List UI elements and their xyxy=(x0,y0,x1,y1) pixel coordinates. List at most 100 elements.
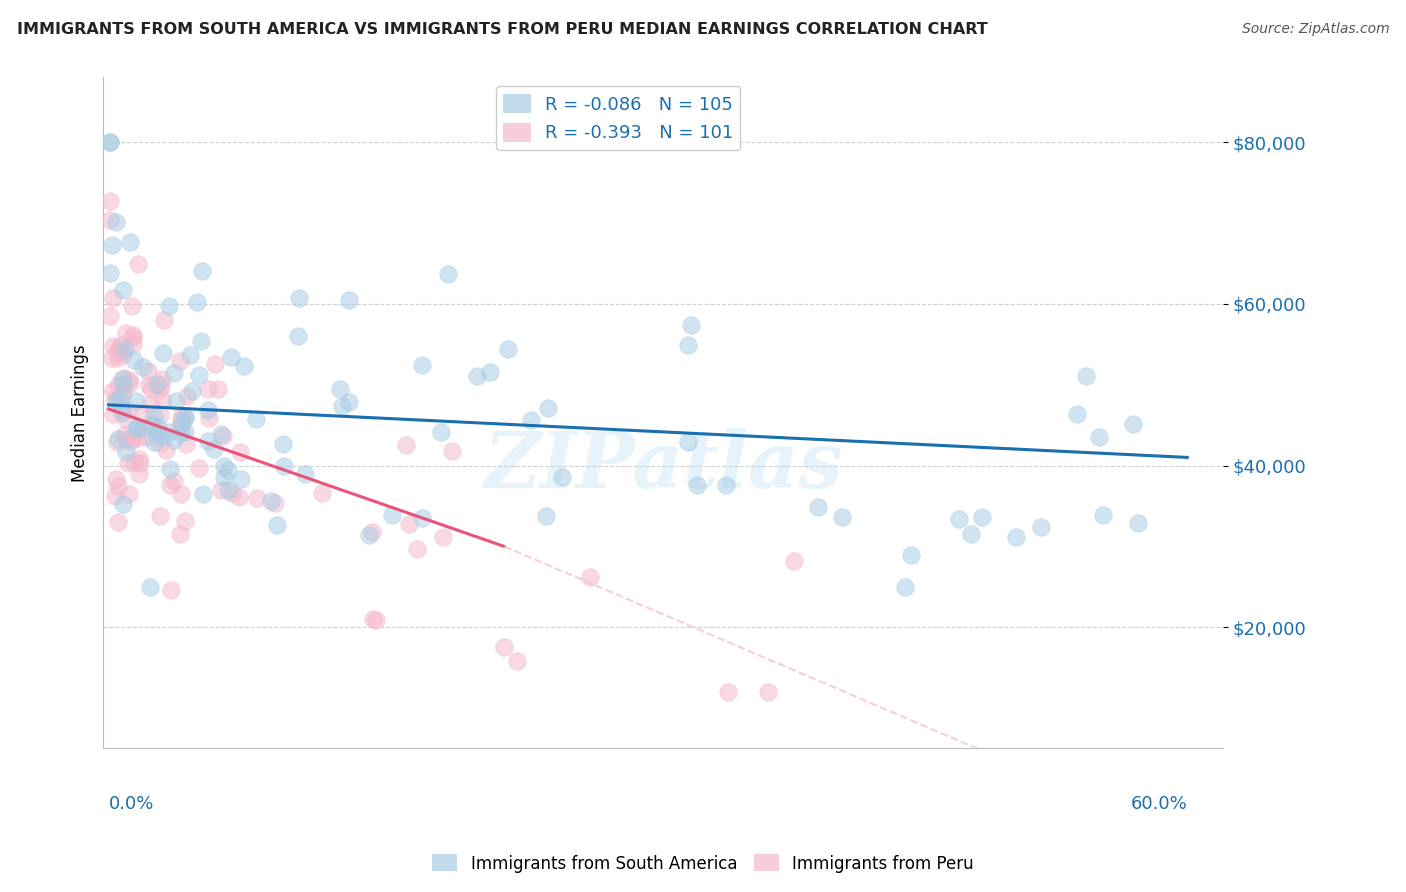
Point xyxy=(148,420,170,434)
Point xyxy=(233,359,256,373)
Point xyxy=(98,135,121,149)
Point xyxy=(678,435,700,450)
Point xyxy=(174,514,197,528)
Point xyxy=(681,318,703,332)
Point xyxy=(217,483,239,497)
Y-axis label: Median Earnings: Median Earnings xyxy=(72,344,89,482)
Point xyxy=(107,342,129,356)
Point xyxy=(245,412,267,426)
Point xyxy=(578,569,600,583)
Point xyxy=(107,432,129,446)
Point xyxy=(121,430,143,444)
Point xyxy=(152,393,174,408)
Point xyxy=(807,500,830,515)
Point xyxy=(117,402,139,417)
Point xyxy=(98,135,121,149)
Text: ZIPatlas: ZIPatlas xyxy=(484,428,842,505)
Point xyxy=(142,418,165,433)
Point xyxy=(972,509,994,524)
Point xyxy=(149,508,172,523)
Point xyxy=(136,364,159,378)
Point xyxy=(190,334,212,349)
Point xyxy=(128,467,150,482)
Point xyxy=(125,393,148,408)
Point xyxy=(263,496,285,510)
Point xyxy=(127,431,149,445)
Point xyxy=(174,409,197,424)
Point xyxy=(948,512,970,526)
Point xyxy=(142,435,165,450)
Point xyxy=(437,267,460,281)
Point xyxy=(132,421,155,435)
Point xyxy=(112,371,135,385)
Point xyxy=(121,327,143,342)
Point xyxy=(219,350,242,364)
Point xyxy=(107,378,129,392)
Point xyxy=(121,300,143,314)
Point xyxy=(191,264,214,278)
Point xyxy=(288,291,311,305)
Point xyxy=(146,427,169,442)
Point xyxy=(214,469,236,483)
Point xyxy=(139,396,162,410)
Point xyxy=(337,394,360,409)
Point xyxy=(506,654,529,668)
Point xyxy=(122,336,145,351)
Point xyxy=(191,487,214,501)
Point xyxy=(111,386,134,401)
Point xyxy=(150,429,173,443)
Point xyxy=(329,382,352,396)
Point xyxy=(120,434,142,448)
Point xyxy=(111,372,134,386)
Point xyxy=(115,326,138,340)
Point xyxy=(114,427,136,442)
Text: 60.0%: 60.0% xyxy=(1130,796,1187,814)
Point xyxy=(125,421,148,435)
Point xyxy=(170,411,193,425)
Point xyxy=(176,389,198,403)
Point xyxy=(169,486,191,500)
Point xyxy=(122,352,145,367)
Point xyxy=(441,444,464,458)
Point xyxy=(197,411,219,425)
Legend: R = -0.086   N = 105, R = -0.393   N = 101: R = -0.086 N = 105, R = -0.393 N = 101 xyxy=(496,87,741,150)
Point xyxy=(129,456,152,470)
Point xyxy=(104,489,127,503)
Point xyxy=(411,511,433,525)
Point xyxy=(197,402,219,417)
Point xyxy=(960,527,983,541)
Point xyxy=(381,508,404,522)
Point xyxy=(142,409,165,423)
Point xyxy=(228,490,250,504)
Point xyxy=(900,548,922,562)
Point xyxy=(100,194,122,208)
Point xyxy=(1004,530,1026,544)
Point xyxy=(714,477,737,491)
Point xyxy=(260,494,283,508)
Point xyxy=(496,342,519,356)
Point xyxy=(1066,407,1088,421)
Point xyxy=(287,329,309,343)
Point xyxy=(165,393,187,408)
Point xyxy=(207,382,229,396)
Point xyxy=(221,485,243,500)
Point xyxy=(181,384,204,398)
Point xyxy=(107,351,129,365)
Text: 0.0%: 0.0% xyxy=(108,796,153,814)
Point xyxy=(163,434,186,448)
Point xyxy=(139,418,162,433)
Point xyxy=(188,368,211,382)
Point xyxy=(756,685,779,699)
Point xyxy=(1126,516,1149,531)
Point xyxy=(172,416,194,430)
Point xyxy=(122,330,145,344)
Point xyxy=(361,524,384,539)
Point xyxy=(187,460,209,475)
Point xyxy=(120,376,142,390)
Point xyxy=(1031,520,1053,534)
Point xyxy=(110,392,132,407)
Point xyxy=(104,215,127,229)
Point xyxy=(107,515,129,529)
Point xyxy=(492,640,515,655)
Point xyxy=(893,580,915,594)
